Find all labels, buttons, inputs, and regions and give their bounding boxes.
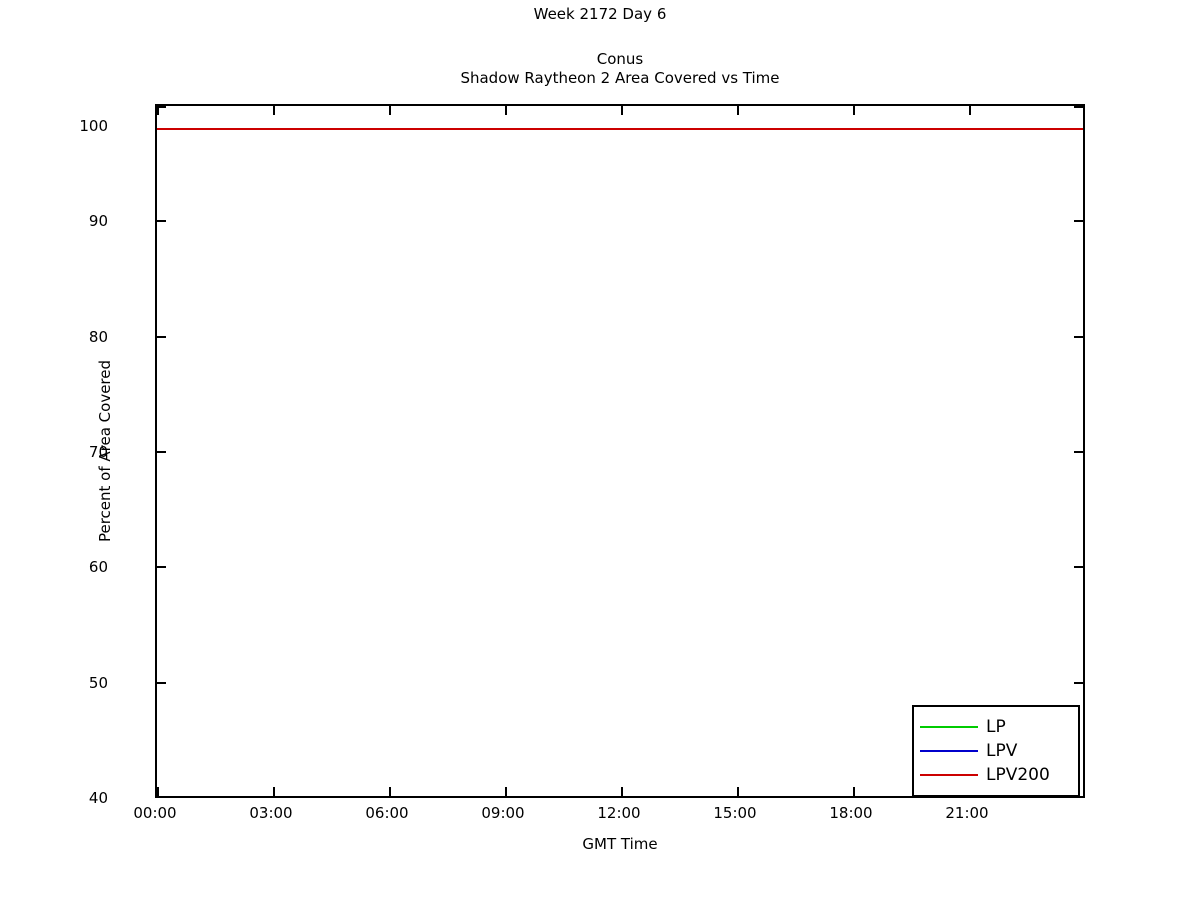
y-tick-70 [157, 451, 166, 453]
y-tick-label-60: 60 [88, 558, 108, 576]
x-tick-1800 [853, 787, 855, 796]
legend-label-lpv200: LPV200 [986, 764, 1050, 785]
x-tick-label-0600: 06:00 [365, 804, 409, 822]
x-tick-top-1500 [737, 106, 739, 115]
y-tick-right-90 [1074, 220, 1083, 222]
x-tick-top-1800 [853, 106, 855, 115]
y-tick-label-80: 80 [88, 328, 108, 346]
x-tick-label-0300: 03:00 [249, 804, 293, 822]
x-tick-top-0600 [389, 106, 391, 115]
legend-label-lpv: LPV [986, 740, 1018, 761]
y-tick-right-100 [1074, 106, 1083, 108]
y-tick-60 [157, 566, 166, 568]
legend-label-lp: LP [986, 716, 1006, 737]
x-tick-0300 [273, 787, 275, 796]
chart-title-line-1: Conus [596, 50, 644, 68]
x-tick-label-0000: 00:00 [133, 804, 177, 822]
x-tick-label-0900: 09:00 [481, 804, 525, 822]
y-tick-label-100: 100 [79, 117, 108, 135]
y-tick-label-90: 90 [88, 212, 108, 230]
chart-title: Conus Shadow Raytheon 2 Area Covered vs … [155, 50, 1085, 88]
legend-line-lpv-icon [920, 750, 978, 752]
legend-line-lp-icon [920, 726, 978, 728]
x-tick-1200 [621, 787, 623, 796]
x-tick-0900 [505, 787, 507, 796]
x-axis-title: GMT Time [582, 835, 658, 853]
plot-area: LP LPV LPV200 [155, 104, 1085, 798]
legend-line-lpv200-icon [920, 774, 978, 776]
x-tick-1500 [737, 787, 739, 796]
x-tick-top-0000 [157, 106, 159, 115]
y-tick-right-50 [1074, 682, 1083, 684]
plot-canvas: LP LPV LPV200 [157, 106, 1083, 796]
y-tick-right-80 [1074, 336, 1083, 338]
x-tick-label-2100: 21:00 [945, 804, 989, 822]
y-tick-right-70 [1074, 451, 1083, 453]
legend-item-lpv200: LPV200 [920, 763, 1072, 787]
y-tick-label-50: 50 [88, 674, 108, 692]
y-tick-50 [157, 682, 166, 684]
y-tick-label-70: 70 [88, 443, 108, 461]
x-tick-label-1500: 15:00 [713, 804, 757, 822]
legend-item-lpv: LPV [920, 739, 1072, 763]
figure-suptitle: Week 2172 Day 6 [533, 5, 667, 23]
x-tick-label-1800: 18:00 [829, 804, 873, 822]
chart-legend: LP LPV LPV200 [912, 705, 1080, 796]
y-axis-title: Percent of Area Covered [96, 359, 114, 543]
x-tick-0600 [389, 787, 391, 796]
x-tick-top-2100 [969, 106, 971, 115]
legend-item-lp: LP [920, 715, 1072, 739]
x-tick-0000 [157, 787, 159, 796]
series-line-lpv200 [157, 128, 1083, 130]
y-tick-label-40: 40 [88, 789, 108, 807]
y-tick-100 [157, 106, 166, 108]
y-tick-90 [157, 220, 166, 222]
x-tick-top-1200 [621, 106, 623, 115]
y-tick-right-60 [1074, 566, 1083, 568]
x-tick-label-1200: 12:00 [597, 804, 641, 822]
y-tick-80 [157, 336, 166, 338]
x-tick-top-0900 [505, 106, 507, 115]
x-tick-top-0300 [273, 106, 275, 115]
chart-title-line-2: Shadow Raytheon 2 Area Covered vs Time [460, 69, 780, 87]
